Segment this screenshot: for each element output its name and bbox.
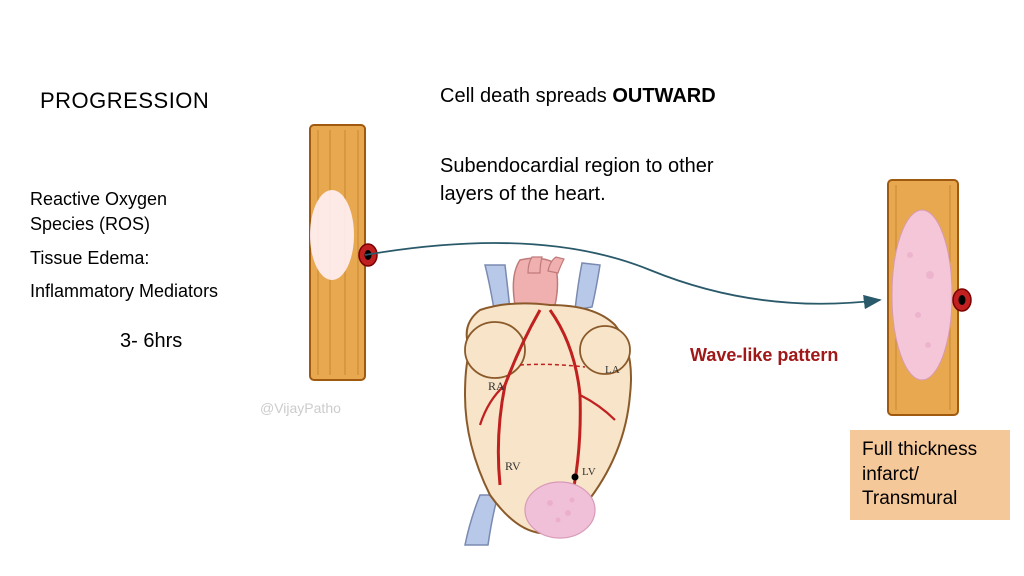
page-title: PROGRESSION	[40, 88, 209, 114]
subheadline: Subendocardial region to other layers of…	[440, 152, 714, 208]
label-la: LA	[605, 364, 620, 376]
time-label: 3- 6hrs	[120, 330, 182, 353]
headline: Cell death spreads OUTWARD	[440, 82, 716, 110]
subhead-l2: layers of the heart.	[440, 183, 606, 205]
transmural-box: Full thickness infarct/ Transmural	[850, 430, 1010, 520]
subhead-l1: Subendocardial region to other	[440, 155, 714, 177]
box-l2: infarct/	[862, 463, 998, 488]
bullet-edema: Tissue Edema:	[30, 247, 218, 270]
bullet-ros-1: Reactive Oxygen	[30, 188, 218, 211]
watermark: @VijayPatho	[260, 400, 341, 416]
headline-prefix: Cell death spreads	[440, 85, 612, 107]
bullet-list: Reactive Oxygen Species (ROS) Tissue Ede…	[30, 188, 218, 304]
wave-label: Wave-like pattern	[690, 345, 838, 366]
label-lv: LV	[582, 466, 596, 478]
label-ra: RA	[488, 379, 505, 393]
box-l1: Full thickness	[862, 438, 998, 463]
label-rv: RV	[505, 459, 521, 473]
box-l3: Transmural	[862, 487, 998, 512]
headline-bold: OUTWARD	[612, 85, 715, 107]
bullet-mediators: Inflammatory Mediators	[30, 280, 218, 303]
bullet-ros-2: Species (ROS)	[30, 213, 218, 236]
heart-illustration: RA LA RV LV	[410, 255, 690, 555]
